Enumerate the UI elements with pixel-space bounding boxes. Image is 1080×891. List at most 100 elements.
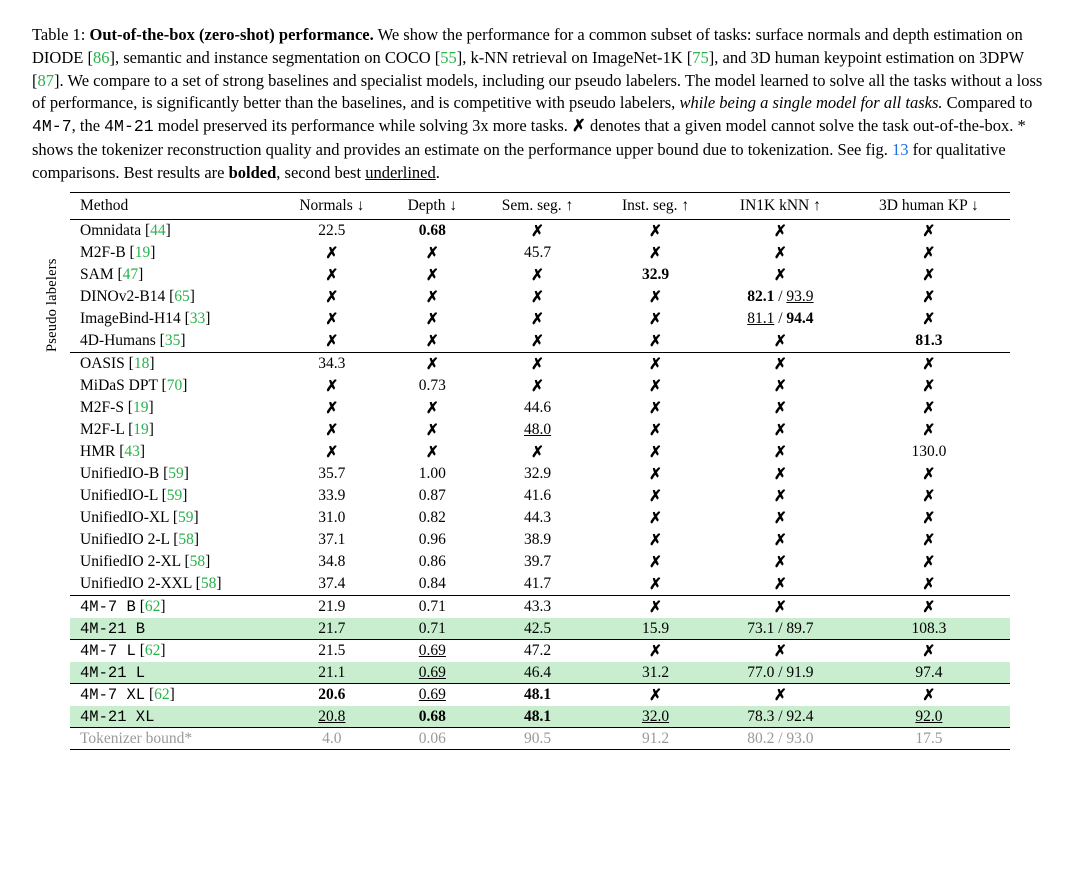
value-cell: ✗	[598, 507, 713, 529]
value-cell: ✗	[276, 441, 388, 463]
value-cell: ✗	[598, 640, 713, 663]
value-cell: ✗	[598, 596, 713, 619]
value-cell: ✗	[477, 264, 598, 286]
value-cell: ✗	[477, 441, 598, 463]
value-cell: ✗	[477, 308, 598, 330]
value-cell: 0.68	[388, 706, 477, 728]
citation-ref[interactable]: 87	[38, 71, 55, 90]
value-cell: ✗	[848, 596, 1010, 619]
value-cell: ✗	[848, 463, 1010, 485]
value-cell: 41.6	[477, 485, 598, 507]
value-cell: ✗	[388, 264, 477, 286]
value-cell: 39.7	[477, 551, 598, 573]
value-cell: ✗	[598, 463, 713, 485]
method-cell: SAM [47]	[70, 264, 276, 286]
value-cell: 97.4	[848, 662, 1010, 684]
value-cell: 37.4	[276, 573, 388, 596]
value-cell: ✗	[598, 220, 713, 243]
table-row: UnifiedIO-XL [59]31.00.8244.3✗✗✗	[70, 507, 1010, 529]
value-cell: ✗	[713, 640, 848, 663]
method-cell: ImageBind-H14 [33]	[70, 308, 276, 330]
table-row: 4M-7 B [62]21.90.7143.3✗✗✗	[70, 596, 1010, 619]
value-cell: 0.69	[388, 662, 477, 684]
value-cell: 17.5	[848, 728, 1010, 750]
value-cell: ✗	[598, 330, 713, 353]
value-cell: 34.8	[276, 551, 388, 573]
method-cell: 4M-21 B	[70, 618, 276, 640]
table-row: 4M-21 L21.10.6946.431.277.0 / 91.997.4	[70, 662, 1010, 684]
value-cell: 31.2	[598, 662, 713, 684]
value-cell: ✗	[388, 286, 477, 308]
value-cell: 130.0	[848, 441, 1010, 463]
value-cell: 1.00	[388, 463, 477, 485]
results-table-wrap: Pseudo labelers Method Normals ↓ Depth ↓…	[70, 192, 1048, 750]
value-cell: 47.2	[477, 640, 598, 663]
method-cell: UnifiedIO 2-XL [58]	[70, 551, 276, 573]
value-cell: ✗	[713, 485, 848, 507]
citation-ref[interactable]: 86	[93, 48, 110, 67]
value-cell: ✗	[713, 684, 848, 707]
value-cell: 37.1	[276, 529, 388, 551]
method-cell: 4M-7 XL [62]	[70, 684, 276, 707]
value-cell: 91.2	[598, 728, 713, 750]
table-row: MiDaS DPT [70]✗0.73✗✗✗✗	[70, 375, 1010, 397]
table-row: DINOv2-B14 [65]✗✗✗✗82.1 / 93.9✗	[70, 286, 1010, 308]
value-cell: ✗	[598, 573, 713, 596]
value-cell: ✗	[713, 507, 848, 529]
table-row: 4M-7 XL [62]20.60.6948.1✗✗✗	[70, 684, 1010, 707]
value-cell: ✗	[848, 353, 1010, 376]
value-cell: ✗	[848, 551, 1010, 573]
value-cell: ✗	[276, 286, 388, 308]
table-row: UnifiedIO 2-XXL [58]37.40.8441.7✗✗✗	[70, 573, 1010, 596]
value-cell: 77.0 / 91.9	[713, 662, 848, 684]
value-cell: ✗	[848, 684, 1010, 707]
value-cell: ✗	[713, 242, 848, 264]
value-cell: ✗	[598, 529, 713, 551]
pseudo-labelers-label: Pseudo labelers	[44, 259, 61, 353]
table-row: 4M-7 L [62]21.50.6947.2✗✗✗	[70, 640, 1010, 663]
value-cell: ✗	[388, 397, 477, 419]
value-cell: 44.3	[477, 507, 598, 529]
citation-ref[interactable]: 55	[440, 48, 457, 67]
citation-ref[interactable]: 75	[692, 48, 709, 67]
table-row: M2F-B [19]✗✗45.7✗✗✗	[70, 242, 1010, 264]
value-cell: ✗	[713, 551, 848, 573]
col-method: Method	[70, 193, 276, 220]
value-cell: 0.82	[388, 507, 477, 529]
value-cell: ✗	[848, 529, 1010, 551]
method-cell: 4M-21 L	[70, 662, 276, 684]
method-cell: DINOv2-B14 [65]	[70, 286, 276, 308]
caption-title: Out-of-the-box (zero-shot) performance.	[90, 25, 374, 44]
table-row: UnifiedIO 2-XL [58]34.80.8639.7✗✗✗	[70, 551, 1010, 573]
value-cell: ✗	[848, 507, 1010, 529]
table-row: 4D-Humans [35]✗✗✗✗✗81.3	[70, 330, 1010, 353]
value-cell: ✗	[713, 397, 848, 419]
value-cell: ✗	[713, 220, 848, 243]
figure-link[interactable]: 13	[892, 140, 909, 159]
method-cell: 4M-21 XL	[70, 706, 276, 728]
method-cell: Omnidata [44]	[70, 220, 276, 243]
value-cell: ✗	[713, 596, 848, 619]
value-cell: 0.86	[388, 551, 477, 573]
value-cell: ✗	[598, 286, 713, 308]
value-cell: ✗	[388, 308, 477, 330]
value-cell: ✗	[713, 419, 848, 441]
method-cell: M2F-B [19]	[70, 242, 276, 264]
value-cell: 33.9	[276, 485, 388, 507]
value-cell: 0.87	[388, 485, 477, 507]
tokenizer-bound-row: Tokenizer bound*4.00.0690.591.280.2 / 93…	[70, 728, 1010, 750]
value-cell: ✗	[848, 308, 1010, 330]
value-cell: 43.3	[477, 596, 598, 619]
method-cell: 4M-7 B [62]	[70, 596, 276, 619]
value-cell: 0.69	[388, 640, 477, 663]
method-cell: UnifiedIO-L [59]	[70, 485, 276, 507]
value-cell: ✗	[276, 375, 388, 397]
value-cell: 4.0	[276, 728, 388, 750]
method-cell: UnifiedIO 2-XXL [58]	[70, 573, 276, 596]
value-cell: ✗	[388, 242, 477, 264]
table-row: ImageBind-H14 [33]✗✗✗✗81.1 / 94.4✗	[70, 308, 1010, 330]
value-cell: ✗	[598, 397, 713, 419]
value-cell: 31.0	[276, 507, 388, 529]
value-cell: 38.9	[477, 529, 598, 551]
value-cell: 20.8	[276, 706, 388, 728]
